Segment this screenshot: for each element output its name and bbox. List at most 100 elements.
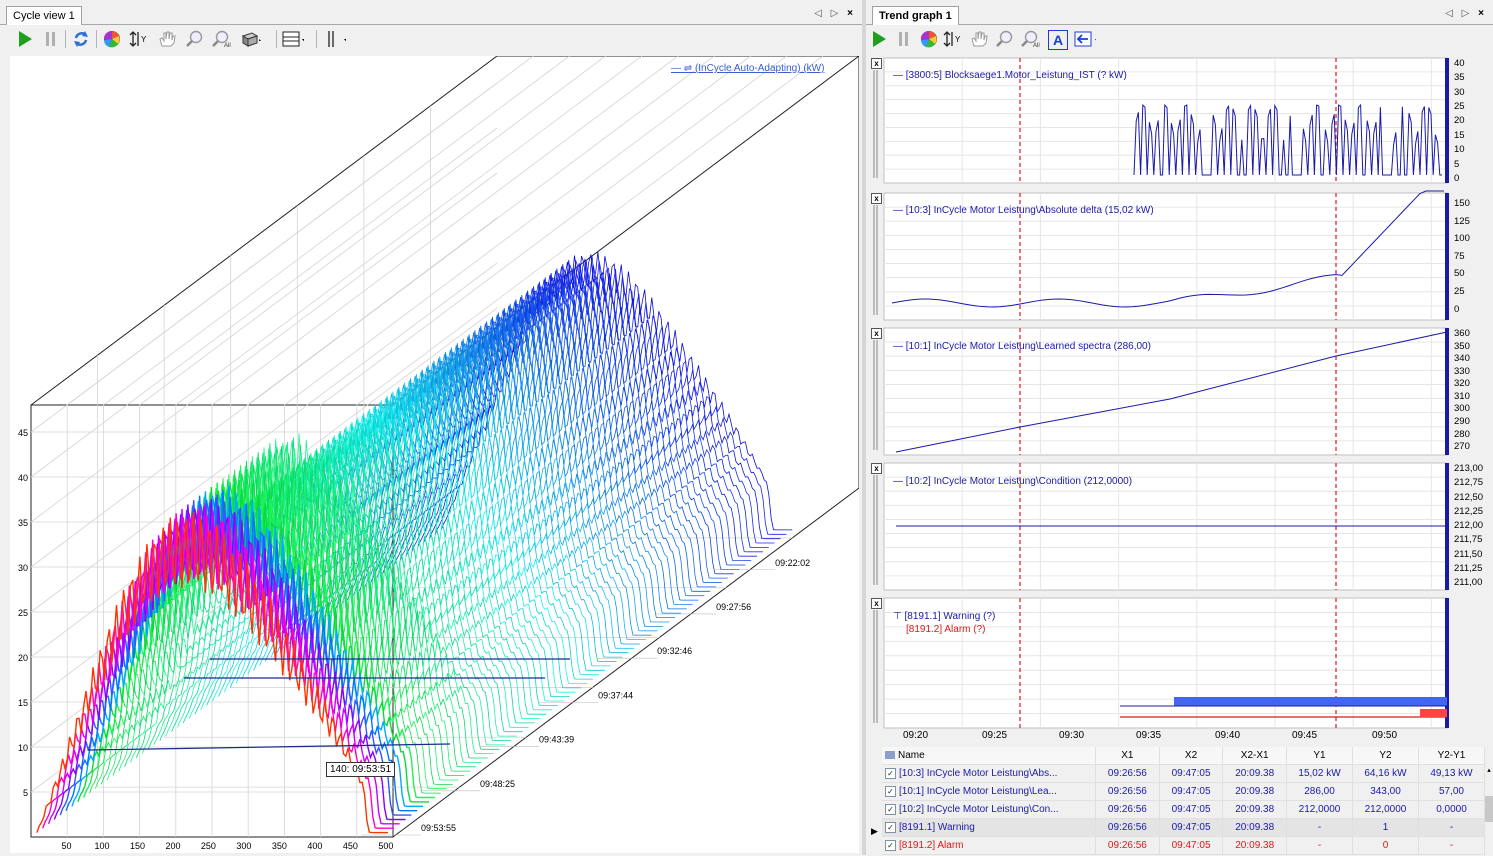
row-checkbox[interactable]: ✓ (885, 839, 896, 851)
cell: 49,13 kW (1418, 764, 1486, 783)
cell: 20:09.38 (1222, 836, 1288, 855)
cycle-view-panel: Cycle view 1 ◁ ▷ × Y All 5 10 15 20 25 30 35 40… (0, 6, 862, 853)
layout-icon[interactable] (282, 28, 304, 50)
row-name: ✓ [10:1] InCycle Motor Leistung\Lea... (882, 782, 1097, 801)
cycle-legend[interactable]: — ⇌ (InCycle Auto-Adapting) (kW) (671, 63, 825, 74)
table-scrollbar[interactable]: ▴ (1485, 766, 1493, 855)
y-tick: 100 (1454, 233, 1470, 245)
x-tick: 09:20 (903, 730, 929, 741)
tab-cycle-view[interactable]: Cycle view 1 (6, 6, 82, 25)
y-tick: 213,00 (1454, 463, 1484, 474)
refresh-icon[interactable] (70, 28, 92, 50)
close-icon[interactable]: x (871, 598, 882, 609)
cell: - (1286, 818, 1353, 837)
close-icon[interactable]: x (871, 58, 882, 69)
x-tick: 09:45 (1292, 730, 1318, 741)
pause-icon[interactable] (893, 28, 915, 50)
col-y2[interactable]: Y2 (1352, 747, 1419, 765)
x-tick: 50 (61, 841, 71, 851)
tab-trend-graph[interactable]: Trend graph 1 (872, 6, 959, 25)
col-dy[interactable]: Y2-Y1 (1418, 747, 1486, 765)
tab-nav-controls[interactable]: ◁ ▷ × (814, 8, 856, 19)
y-tick: 50 (1454, 268, 1465, 280)
col-x2[interactable]: X2 (1159, 747, 1224, 765)
y-tick: 0 (1454, 303, 1460, 315)
col-x1[interactable]: X1 (1095, 747, 1160, 765)
legend-warning[interactable]: ⊤ [8191.1] Warning (?) (893, 611, 996, 622)
y-tick: 320 (1454, 378, 1470, 390)
y-axis-scale-icon[interactable]: Y (128, 28, 150, 50)
col-dx[interactable]: X2-X1 (1222, 747, 1288, 765)
trend-graph-panel: Trend graph 1 ◁ ▷ × Y All A x — [3800:5]… (866, 0, 1493, 855)
z-tick: 09:53:55 (421, 823, 456, 833)
row-name: ✓ [10:2] InCycle Motor Leistung\Con... (882, 800, 1097, 819)
cell: - (1418, 836, 1486, 855)
table-row[interactable]: ✓ [8191.2] Alarm 09:26:56 09:47:05 20:09.38-… (882, 836, 1486, 855)
play-icon[interactable] (868, 28, 890, 50)
cursor-values-table: Name X1 X2 X2-X1 Y1 Y2 Y2-Y1 ✓ [10:3] InC… (882, 747, 1486, 855)
y-tick: 30 (18, 563, 28, 573)
tab-nav-controls[interactable]: ◁ ▷ × (1445, 8, 1487, 19)
panel-splitter[interactable] (862, 0, 866, 855)
col-name[interactable]: Name (882, 747, 1097, 765)
zoom-icon[interactable] (994, 28, 1016, 50)
y-axis-scale-icon[interactable]: Y (942, 28, 964, 50)
y-tick: 211,25 (1454, 562, 1483, 574)
table-row[interactable]: ✓ [8191.1] Warning 09:26:56 09:47:05 20:09.3… (882, 818, 1486, 837)
cell: 09:26:56 (1095, 836, 1160, 855)
svg-text:All: All (224, 43, 231, 48)
x-tick: 250 (201, 841, 216, 851)
y-tick: 150 (1454, 198, 1470, 209)
cell: 0,0000 (1418, 800, 1486, 819)
cursor-icon[interactable] (324, 28, 346, 50)
y-tick: 10 (18, 743, 28, 753)
row-checkbox[interactable]: ✓ (885, 785, 896, 797)
pan-hand-icon[interactable] (156, 28, 178, 50)
cursor-arrow-icon[interactable] (1074, 28, 1096, 50)
series-motor-leistung (1133, 103, 1442, 176)
row-checkbox[interactable]: ✓ (885, 803, 896, 815)
color-wheel-icon[interactable] (918, 28, 940, 50)
series-absolute-delta (891, 190, 1444, 308)
color-wheel-icon[interactable] (101, 28, 123, 50)
auto-scale-icon[interactable]: A (1048, 30, 1068, 50)
table-row[interactable]: ✓ [10:2] InCycle Motor Leistung\Con... 09:… (882, 800, 1486, 819)
close-icon[interactable]: × (847, 8, 856, 19)
pause-icon[interactable] (40, 28, 62, 50)
svg-text:Y: Y (141, 35, 147, 44)
cell: 09:26:56 (1095, 800, 1160, 819)
row-checkbox[interactable]: ✓ (885, 767, 896, 779)
row-checkbox[interactable]: ✓ (885, 821, 896, 833)
legend-learned-spectra[interactable]: — [10:1] InCycle Motor Leistung\Learned … (893, 341, 1151, 352)
y-tick: 45 (18, 428, 28, 438)
col-y1[interactable]: Y1 (1286, 747, 1353, 765)
svg-text:All: All (1033, 43, 1040, 48)
pan-hand-icon[interactable] (968, 28, 990, 50)
cell: 09:26:56 (1095, 764, 1160, 783)
3d-view-icon[interactable] (240, 28, 262, 50)
cell: - (1286, 836, 1353, 855)
cycle-3d-plot[interactable]: 5 10 15 20 25 30 35 40 45 50 100 150 200 250 300 350 400… (10, 55, 861, 853)
legend-motor-leistung[interactable]: — [3800:5] Blocksaege1.Motor_Leistung_IS… (893, 70, 1127, 81)
table-row[interactable]: ✓ [10:3] InCycle Motor Leistung\Abs... 09:… (882, 764, 1486, 783)
close-icon[interactable]: x (871, 328, 882, 339)
y-tick: 40 (1454, 58, 1465, 69)
close-icon[interactable]: × (1478, 8, 1487, 19)
y-tick: 212,25 (1454, 505, 1484, 517)
close-icon[interactable]: x (871, 463, 882, 474)
zoom-all-icon[interactable]: All (211, 28, 233, 50)
legend-alarm[interactable]: [8191.2] Alarm (?) (906, 624, 986, 635)
row-name: ✓ [8191.2] Alarm (882, 836, 1097, 855)
table-row[interactable]: ✓ [10:1] InCycle Motor Leistung\Lea... 09:… (882, 782, 1486, 801)
y-tick: 10 (1454, 144, 1465, 156)
cell: 09:47:05 (1159, 782, 1224, 801)
z-tick: 09:32:46 (657, 646, 692, 656)
legend-absolute-delta[interactable]: — [10:3] InCycle Motor Leistung\Absolute… (893, 205, 1154, 216)
cell: 286,00 (1286, 782, 1353, 801)
legend-condition[interactable]: — [10:2] InCycle Motor Leistung\Conditio… (893, 476, 1133, 487)
cell: 15,02 kW (1286, 764, 1353, 783)
play-icon[interactable] (14, 28, 36, 50)
zoom-all-icon[interactable]: All (1020, 28, 1042, 50)
zoom-icon[interactable] (184, 28, 206, 50)
close-icon[interactable]: x (871, 193, 882, 204)
